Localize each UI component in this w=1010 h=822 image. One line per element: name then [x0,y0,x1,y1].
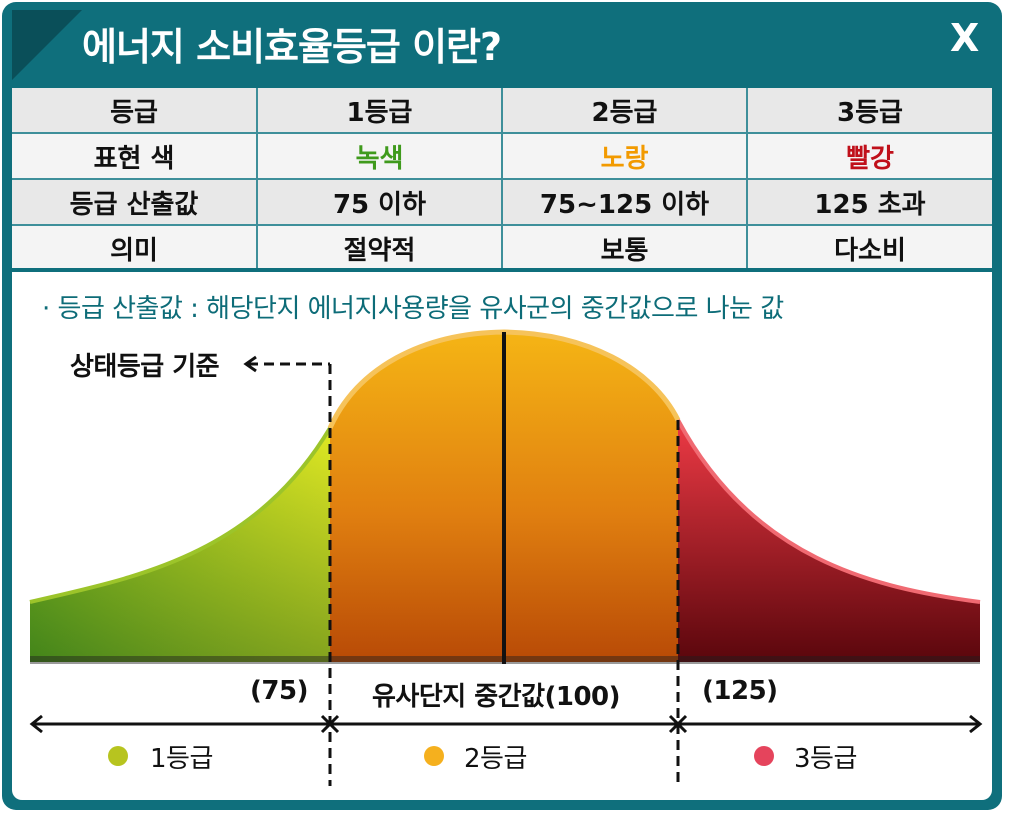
table-cell: 3등급 [746,88,992,134]
table-cell: 1등급 [256,88,503,134]
table-cell: 빨강 [746,132,992,180]
grade3-label: 3등급 [794,744,857,774]
popup-content: 등급 1등급 2등급 3등급 표현 색 녹색 노랑 빨강 등급 산출값 75 이… [12,88,992,800]
grade-table: 등급 1등급 2등급 3등급 표현 색 녹색 노랑 빨강 등급 산출값 75 이… [12,88,992,272]
table-cell: 노랑 [501,132,748,180]
table-cell: 다소비 [746,224,992,272]
close-button[interactable]: X [950,16,980,60]
table-row: 등급 산출값 75 이하 75~125 이하 125 초과 [12,178,992,226]
baseline-label: 상태등급 기준 [70,352,220,382]
grade1-curve-highlight [30,428,330,662]
table-cell: 등급 [12,88,258,134]
table-cell: 절약적 [256,224,503,272]
header-corner-decoration [12,10,82,80]
table-cell: 의미 [12,224,258,272]
table-row: 표현 색 녹색 노랑 빨강 [12,132,992,180]
threshold-75-label: (75) [250,676,308,706]
table-cell: 75 이하 [256,178,503,226]
table-cell: 보통 [501,224,748,272]
table-cell: 2등급 [501,88,748,134]
table-cell: 75~125 이하 [501,178,748,226]
popup-title: 에너지 소비효율등급 이란? [82,25,502,69]
range-arrow-left-head [29,714,43,734]
popup-header: 에너지 소비효율등급 이란? X [2,2,1002,88]
table-cell: 녹색 [256,132,503,180]
popup-frame: 에너지 소비효율등급 이란? X 등급 1등급 2등급 3등급 표현 색 녹색 … [2,2,1002,810]
range-marker-125-right [675,714,688,734]
table-separator [12,268,992,272]
median-label: 유사단지 중간값(100) [372,682,621,712]
range-arrow-right-head [969,714,983,734]
grade3-curve-area [678,420,980,662]
grade1-curve-edge [29,426,332,604]
table-cell: 125 초과 [746,178,992,226]
grade3-dot-icon [754,746,774,766]
table-cell: 표현 색 [12,132,258,180]
bell-curve-diagram [29,329,983,786]
table-row: 의미 절약적 보통 다소비 [12,224,992,272]
table-row: 등급 1등급 2등급 3등급 [12,88,992,134]
calculation-note: · 등급 산출값 : 해당단지 에너지사용량을 유사군의 중간값으로 나눈 값 [42,294,784,324]
grade3-curve-edge [676,419,981,604]
threshold-pointer-arrowhead [243,355,257,373]
grade2-label: 2등급 [464,744,527,774]
range-marker-75-right [327,714,340,734]
grade1-label: 1등급 [150,744,213,774]
grade2-dot-icon [424,746,444,766]
table-cell: 등급 산출값 [12,178,258,226]
grade1-dot-icon [108,746,128,766]
threshold-125-label: (125) [702,676,778,706]
